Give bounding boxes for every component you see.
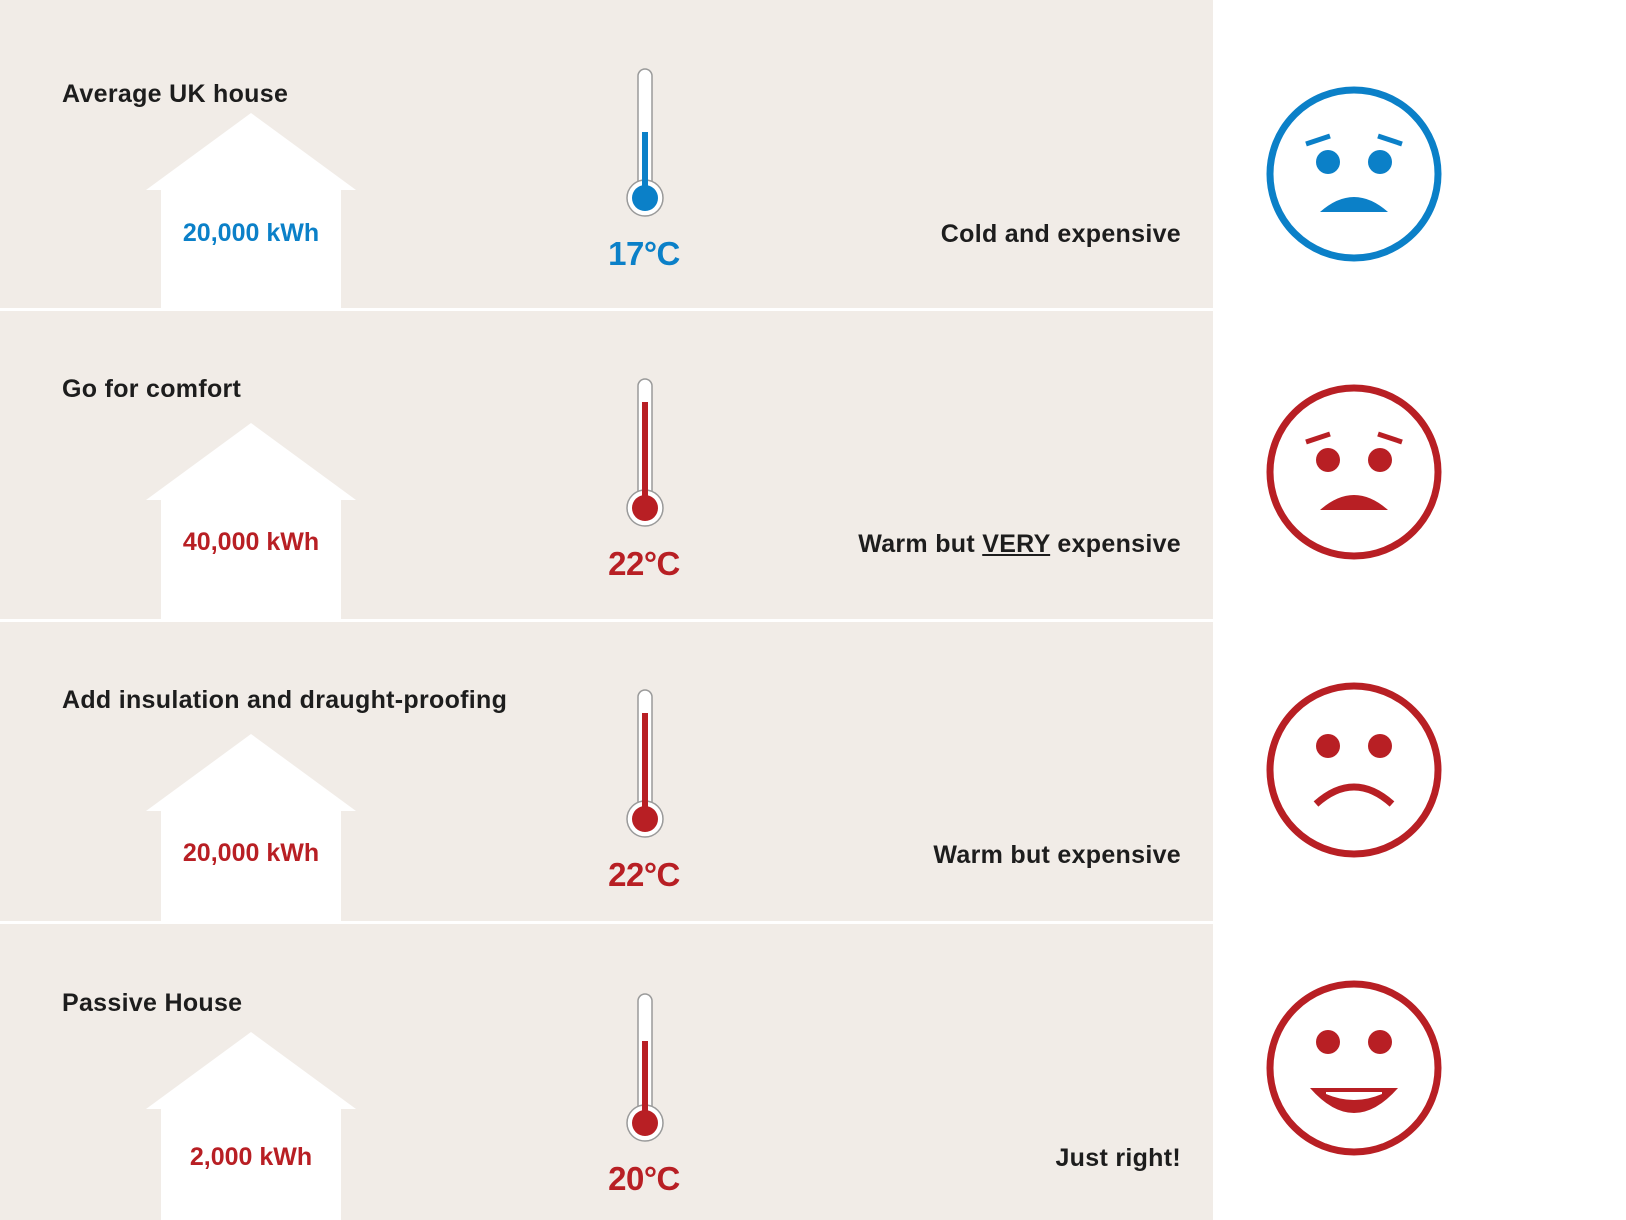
house-icon: 20,000 kWh bbox=[146, 734, 356, 921]
comparison-panel: Average UK house 20,000 kWh 17°C Cold an… bbox=[0, 0, 1213, 1220]
thermometer-icon bbox=[618, 993, 672, 1145]
scenario-row-insulation: Add insulation and draught-proofing 20,0… bbox=[0, 622, 1213, 921]
house-icon: 2,000 kWh bbox=[146, 1032, 356, 1220]
scenario-title: Add insulation and draught-proofing bbox=[62, 686, 508, 714]
temperature-reading: 17°C bbox=[608, 235, 680, 272]
worried-face-icon bbox=[1264, 84, 1444, 264]
energy-value: 2,000 kWh bbox=[189, 1143, 313, 1171]
verdict-emphasis: VERY bbox=[982, 530, 1051, 558]
verdict-text: Cold and expensive bbox=[941, 220, 1181, 249]
temperature-reading: 22°C bbox=[608, 856, 680, 893]
verdict-part: Just right! bbox=[1055, 1144, 1181, 1172]
verdict-part: expensive bbox=[1050, 530, 1181, 558]
house-icon: 20,000 kWh bbox=[146, 113, 356, 308]
thermometer-icon bbox=[618, 68, 672, 220]
happy-face-icon bbox=[1264, 978, 1444, 1158]
energy-value: 20,000 kWh bbox=[182, 839, 320, 867]
sad-face-icon bbox=[1264, 680, 1444, 860]
scenario-title: Average UK house bbox=[62, 80, 289, 108]
scenario-title: Go for comfort bbox=[62, 375, 242, 403]
verdict-part: Warm but bbox=[858, 530, 983, 558]
verdict-text: Just right! bbox=[1055, 1144, 1181, 1173]
temperature-reading: 20°C bbox=[608, 1160, 680, 1197]
worried-face-icon bbox=[1264, 382, 1444, 562]
scenario-title: Passive House bbox=[62, 989, 243, 1017]
energy-value: 40,000 kWh bbox=[182, 528, 320, 556]
verdict-part: Cold and expensive bbox=[940, 220, 1181, 248]
verdict-part: Warm but expensive bbox=[933, 841, 1181, 869]
scenario-row-passive-house: Passive House 2,000 kWh 20°C Just right! bbox=[0, 924, 1213, 1220]
house-icon: 40,000 kWh bbox=[146, 423, 356, 619]
temperature-reading: 22°C bbox=[608, 545, 680, 582]
verdict-text: Warm but VERY expensive bbox=[858, 530, 1181, 559]
energy-value: 20,000 kWh bbox=[182, 219, 320, 247]
scenario-row-average-uk-house: Average UK house 20,000 kWh 17°C Cold an… bbox=[0, 0, 1213, 308]
thermometer-icon bbox=[618, 378, 672, 530]
scenario-row-go-for-comfort: Go for comfort 40,000 kWh 22°C Warm but … bbox=[0, 311, 1213, 619]
thermometer-icon bbox=[618, 689, 672, 841]
verdict-text: Warm but expensive bbox=[933, 841, 1181, 870]
